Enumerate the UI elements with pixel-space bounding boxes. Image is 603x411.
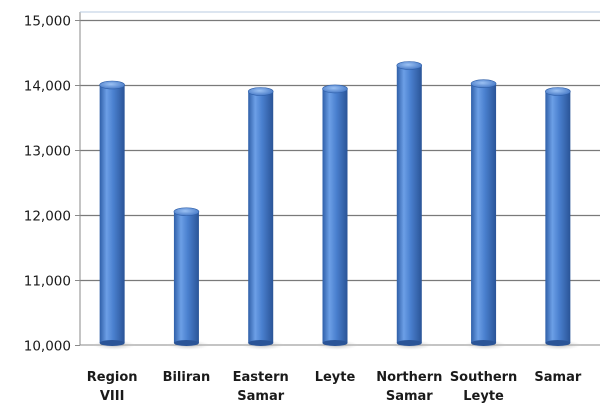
bar [315,84,359,350]
x-tick-label: Southern Leyte [450,370,518,404]
bar-top-cap [545,87,571,96]
bar-top-cap [322,84,348,94]
bar [390,61,433,350]
bar-base-cap [99,340,125,346]
y-tick-label: 11,000 [24,274,71,290]
bar-body [173,211,199,343]
bar-body [471,83,497,343]
x-tick-label: Samar [534,370,581,385]
y-tick-label: 14,000 [24,79,71,95]
x-tick-label: Region VIII [87,370,138,404]
bar-body [545,91,571,343]
x-tick-label: Leyte [315,370,356,385]
y-tick-label: 12,000 [24,209,71,225]
bar-body [99,85,125,343]
bar-top-cap [247,87,274,96]
bar-base-cap [545,340,571,346]
bar-base-cap [322,340,348,346]
x-axis-category-labels: Region VIII Biliran Eastern Samar Leyte Northe… [87,370,582,404]
bar-top-cap [396,61,423,70]
bar-top-cap [99,80,125,90]
bar-base-cap [396,340,422,346]
bars [92,61,582,350]
bar-body [248,91,274,343]
bar [241,87,284,350]
x-tick-label: Biliran [163,370,211,385]
bar [167,207,210,350]
bar-top-cap [470,79,497,88]
bar-top-cap [173,207,200,217]
bar-base-cap [471,340,497,346]
bar-base-cap [248,340,274,346]
bar-base-cap [173,340,199,346]
bar [464,79,507,350]
bar [92,80,136,350]
y-tick-label: 13,000 [24,144,71,160]
bar [538,87,582,350]
y-tick-label: 10,000 [24,339,71,355]
y-tick-label: 15,000 [24,14,71,30]
x-tick-label: Eastern Samar [233,370,289,404]
bar-body [396,65,422,343]
x-tick-label: Northern Samar [376,370,442,404]
bar-body [322,88,348,344]
y-axis-tick-labels: 10,000 11,000 12,000 13,000 14,000 15,000 [24,14,71,355]
